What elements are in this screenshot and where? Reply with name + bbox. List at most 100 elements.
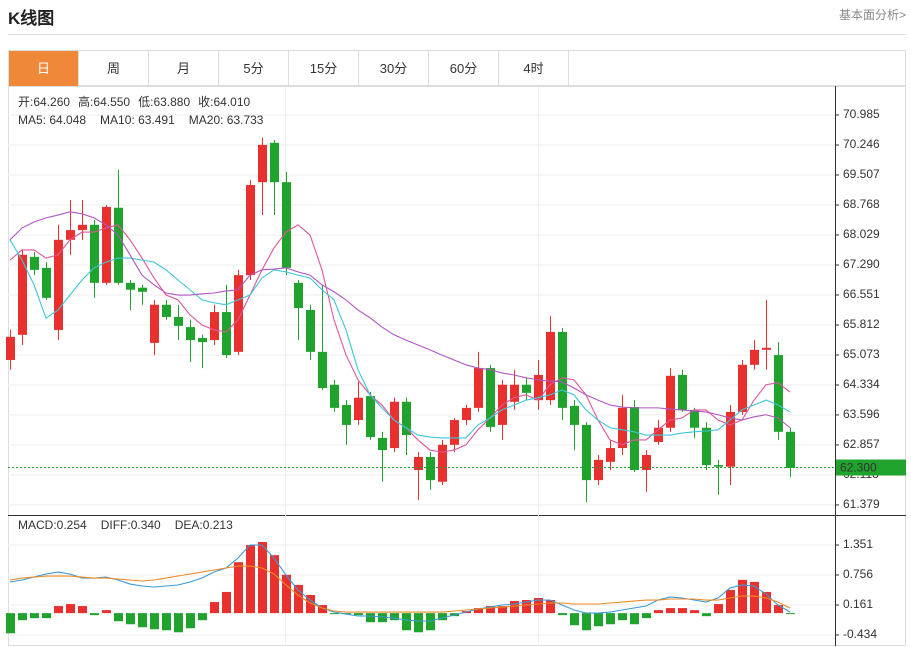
macd-bar xyxy=(402,613,411,631)
macd-bar xyxy=(666,608,675,614)
candle-body xyxy=(18,254,27,335)
macd-bar xyxy=(246,545,255,614)
candle-body xyxy=(366,396,375,438)
y-tick-label: 66.551 xyxy=(843,287,880,301)
candle-body xyxy=(414,456,423,470)
macd-bar xyxy=(366,613,375,623)
macd-bar xyxy=(102,610,111,614)
period-tab[interactable]: 日 xyxy=(9,51,79,86)
grid xyxy=(8,114,839,636)
macd-bar xyxy=(162,613,171,631)
y-tick-label: 1.351 xyxy=(843,537,873,551)
period-tab[interactable]: 4时 xyxy=(499,51,569,86)
header-divider xyxy=(8,34,906,35)
candle-body xyxy=(114,207,123,283)
macd-bar xyxy=(474,608,483,614)
fundamental-link[interactable]: 基本面分析> xyxy=(838,8,906,22)
y-tick-label: 70.246 xyxy=(843,137,880,151)
period-tab[interactable]: 30分 xyxy=(359,51,429,86)
candle-body xyxy=(42,267,51,298)
macd-bar xyxy=(558,613,567,616)
labels: 70.985 70.246 69.507 68.768 68.029 67.290 66.5… xyxy=(18,94,906,641)
candle-body xyxy=(438,444,447,482)
macd-bar xyxy=(594,613,603,627)
marks xyxy=(6,137,835,634)
candle-body xyxy=(246,185,255,276)
period-tab[interactable]: 月 xyxy=(149,51,219,86)
candle-body xyxy=(738,364,747,412)
y-tick-label: 65.073 xyxy=(843,347,880,361)
candle-body xyxy=(618,407,627,449)
candle-body xyxy=(78,224,87,231)
macd-bar xyxy=(234,562,243,614)
macd-bar xyxy=(618,613,627,621)
macd-bar xyxy=(126,613,135,625)
macd-bar xyxy=(30,613,39,619)
candle-body xyxy=(762,347,771,350)
candle-body xyxy=(282,182,291,268)
y-tick-label: 61.379 xyxy=(843,497,880,511)
period-tab[interactable]: 15分 xyxy=(289,51,359,86)
macd-bar xyxy=(678,608,687,614)
legend-text: 64.550 xyxy=(93,95,130,109)
legend-text: 开: xyxy=(18,95,33,109)
candle-body xyxy=(162,304,171,317)
legend-text: MA20: 63.733 xyxy=(189,113,264,127)
candle-body xyxy=(210,312,219,341)
macd-bar xyxy=(702,613,711,617)
legend-text: 低: xyxy=(138,95,153,109)
candle-body xyxy=(426,456,435,481)
y-tick-label: 67.290 xyxy=(843,257,880,271)
macd-bar xyxy=(522,600,531,614)
y-tick-label: 68.029 xyxy=(843,227,880,241)
macd-bar xyxy=(174,613,183,633)
candle-body xyxy=(294,282,303,309)
candle-body xyxy=(582,424,591,481)
candle-body xyxy=(234,275,243,352)
macd-bar xyxy=(282,574,291,614)
macd-bar xyxy=(138,613,147,628)
candle-body xyxy=(594,459,603,481)
candle-body xyxy=(666,375,675,428)
period-tabs: 日周月 5分 15分 30分 60分 4时 xyxy=(8,50,906,86)
candle-body xyxy=(714,465,723,467)
macd-bar xyxy=(414,613,423,633)
y-tick-label: 68.768 xyxy=(843,197,880,211)
candle-body xyxy=(630,407,639,470)
macd-bar xyxy=(630,613,639,625)
candle-body xyxy=(138,287,147,292)
candle-body xyxy=(342,405,351,425)
macd-bar xyxy=(354,613,363,616)
legend-text: MACD:0.254 xyxy=(18,518,87,532)
macd-bar xyxy=(330,613,339,615)
candle-body xyxy=(270,142,279,183)
macd-bar xyxy=(66,604,75,614)
macd-bar xyxy=(510,601,519,614)
macd-bar xyxy=(186,613,195,629)
candle-body xyxy=(750,349,759,365)
legend-text: 63.880 xyxy=(153,95,190,109)
macd-bar xyxy=(210,602,219,614)
period-tab[interactable]: 60分 xyxy=(429,51,499,86)
candle-body xyxy=(306,310,315,352)
candle-body xyxy=(774,355,783,432)
macd-bar xyxy=(270,555,279,614)
legend-text: 收: xyxy=(198,95,213,109)
macd-bar xyxy=(258,542,267,614)
candle-body xyxy=(546,331,555,401)
candle-body xyxy=(198,338,207,343)
period-tab[interactable]: 周 xyxy=(79,51,149,86)
macd-bar xyxy=(114,613,123,622)
y-tick-label: 70.985 xyxy=(843,107,880,121)
legend-text: 64.260 xyxy=(33,95,70,109)
candle-body xyxy=(570,405,579,425)
macd-bar xyxy=(426,613,435,631)
period-tab[interactable]: 5分 xyxy=(219,51,289,86)
candle-body xyxy=(150,304,159,343)
candle-body xyxy=(330,384,339,408)
macd-bar xyxy=(774,605,783,614)
last-price-box xyxy=(836,459,906,476)
macd-bar xyxy=(570,613,579,626)
macd-bar xyxy=(78,606,87,614)
